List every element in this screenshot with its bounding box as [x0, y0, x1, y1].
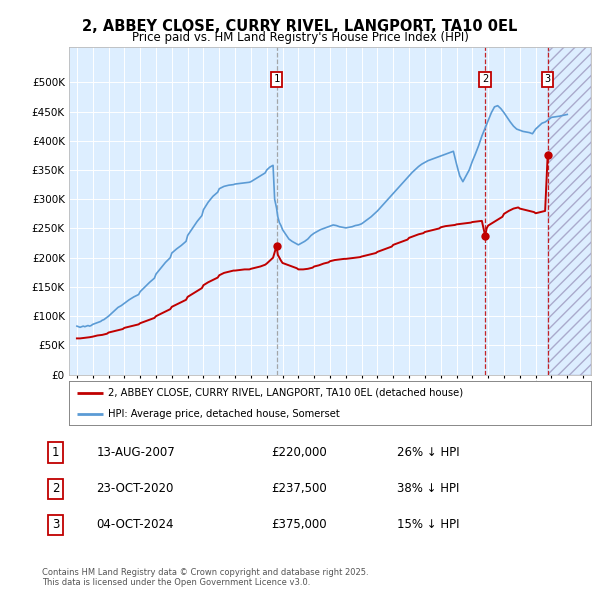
Text: 1: 1 — [52, 446, 59, 459]
Text: 15% ↓ HPI: 15% ↓ HPI — [397, 518, 460, 531]
Text: 3: 3 — [545, 74, 551, 84]
Text: 13-AUG-2007: 13-AUG-2007 — [97, 446, 175, 459]
Bar — [548, 47, 591, 375]
Text: £375,000: £375,000 — [271, 518, 327, 531]
Text: £220,000: £220,000 — [271, 446, 327, 459]
Text: 23-OCT-2020: 23-OCT-2020 — [97, 482, 174, 495]
Text: 1: 1 — [274, 74, 280, 84]
Text: Price paid vs. HM Land Registry's House Price Index (HPI): Price paid vs. HM Land Registry's House … — [131, 31, 469, 44]
Text: 38% ↓ HPI: 38% ↓ HPI — [397, 482, 459, 495]
Text: 2: 2 — [52, 482, 59, 495]
Text: 2: 2 — [482, 74, 488, 84]
Text: 2, ABBEY CLOSE, CURRY RIVEL, LANGPORT, TA10 0EL (detached house): 2, ABBEY CLOSE, CURRY RIVEL, LANGPORT, T… — [108, 388, 463, 398]
Text: Contains HM Land Registry data © Crown copyright and database right 2025.
This d: Contains HM Land Registry data © Crown c… — [42, 568, 368, 587]
Text: 3: 3 — [52, 518, 59, 531]
Text: 04-OCT-2024: 04-OCT-2024 — [97, 518, 174, 531]
Text: 26% ↓ HPI: 26% ↓ HPI — [397, 446, 460, 459]
Text: HPI: Average price, detached house, Somerset: HPI: Average price, detached house, Some… — [108, 409, 340, 419]
Text: 2, ABBEY CLOSE, CURRY RIVEL, LANGPORT, TA10 0EL: 2, ABBEY CLOSE, CURRY RIVEL, LANGPORT, T… — [82, 19, 518, 34]
Text: £237,500: £237,500 — [271, 482, 327, 495]
